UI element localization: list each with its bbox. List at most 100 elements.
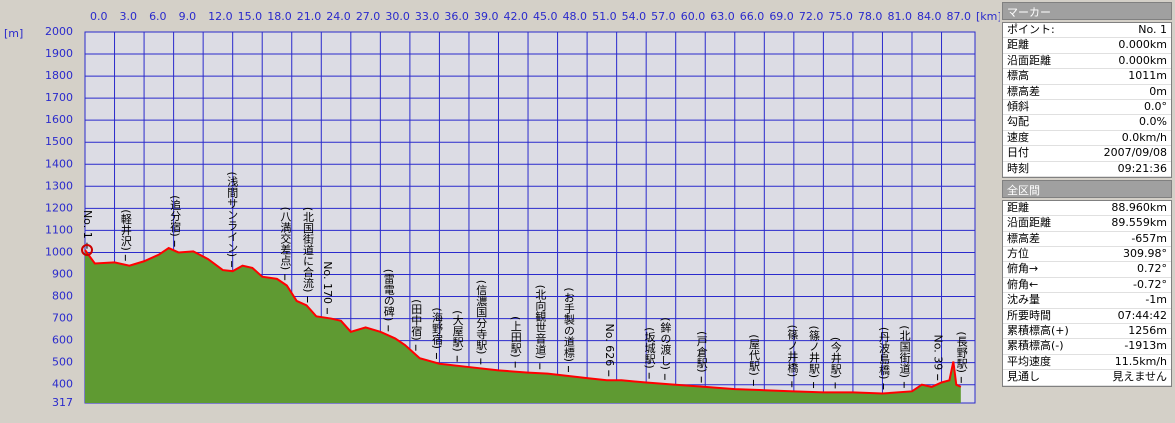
y-tick-label: 1700 <box>45 91 73 104</box>
annotation: (海野宿) <box>430 307 443 349</box>
info-value: -1m <box>1145 293 1167 307</box>
x-tick-label: 39.0 <box>474 10 499 23</box>
info-value: 309.98° <box>1123 247 1167 261</box>
profile-chart: [m] [km] 317 400 500 600 700 800 900 1000 1100 12… <box>4 10 1000 409</box>
annotation: (雷電の碑) <box>382 269 395 322</box>
info-row: 勾配 0.0% <box>1003 115 1171 131</box>
y-tick-label: 900 <box>52 267 73 280</box>
section-header: マーカー <box>1002 2 1172 20</box>
x-tick-label: 15.0 <box>238 10 263 23</box>
annotation: (篠ノ井駅) <box>808 325 821 378</box>
y-tick-label: 1300 <box>45 179 73 192</box>
x-tick-label: 6.0 <box>149 10 167 23</box>
info-value: 0.000km <box>1118 53 1167 67</box>
info-row: 平均速度 11.5km/h <box>1003 355 1171 371</box>
x-tick-label: 27.0 <box>356 10 381 23</box>
annotation: (丹波島橋) <box>877 327 890 380</box>
x-tick-label: 57.0 <box>651 10 676 23</box>
info-row: 方位 309.98° <box>1003 247 1171 263</box>
x-tick-label: 3.0 <box>120 10 138 23</box>
y-tick-label: 500 <box>52 356 73 369</box>
info-label: 方位 <box>1007 247 1029 261</box>
x-tick-label: 36.0 <box>444 10 469 23</box>
y-tick-label: 1800 <box>45 69 73 82</box>
x-tick-label: 9.0 <box>179 10 197 23</box>
annotation: (屋代駅) <box>747 334 760 376</box>
annotation: (追分宿) <box>169 195 182 237</box>
y-tick-label: 1400 <box>45 157 73 170</box>
info-label: 俯角← <box>1007 277 1039 291</box>
info-label: 見通し <box>1007 370 1040 384</box>
elevation-line <box>84 246 962 395</box>
section-header: 全区間 <box>1002 179 1172 198</box>
y-tick-label: 2000 <box>45 25 73 38</box>
annotation: (北国街道に合流) <box>302 207 315 293</box>
annotation: (今井駅) <box>829 337 842 379</box>
annotation: (篠ノ井橋) <box>786 325 799 378</box>
info-value: 0.0° <box>1144 99 1167 113</box>
elevation-area <box>85 248 961 403</box>
info-label: 距離 <box>1007 38 1029 52</box>
marker-icon <box>81 244 93 257</box>
annotation: (信濃国分寺駅) <box>475 280 488 355</box>
info-label: 標高差 <box>1007 84 1040 98</box>
info-row: 俯角← -0.72° <box>1003 277 1171 294</box>
info-row: 速度 0.0km/h <box>1003 130 1171 147</box>
y-tick-label: 600 <box>52 334 73 347</box>
annotation: No. 626 <box>603 324 616 367</box>
annotation: (北国街道) <box>898 325 911 378</box>
y-unit: [m] <box>4 27 23 40</box>
info-label: 速度 <box>1007 130 1029 144</box>
info-value: -657m <box>1131 231 1167 245</box>
info-label: 標高 <box>1007 69 1029 83</box>
info-row: 所要時間 07:44:42 <box>1003 308 1171 325</box>
annotation: (坂城駅) <box>643 327 656 369</box>
x-tick-label: 81.0 <box>887 10 912 23</box>
annotation: (上田駅) <box>509 316 522 358</box>
y-tick-label: 1100 <box>45 223 73 236</box>
info-row: 標高差 -657m <box>1003 231 1171 248</box>
x-tick-label: 33.0 <box>415 10 440 23</box>
x-tick-label: 63.0 <box>710 10 735 23</box>
annotation: (浅間サンライン) <box>226 171 239 257</box>
y-tick-label: 1200 <box>45 201 73 214</box>
info-row: 距離 0.000km <box>1003 38 1171 54</box>
annotation: No. 1 <box>81 210 94 239</box>
info-row: 標高差 0m <box>1003 85 1171 100</box>
y-tick-label: 1600 <box>45 113 73 126</box>
x-tick-label: 72.0 <box>799 10 824 23</box>
info-value: 88.960km <box>1111 200 1167 214</box>
annotation: (長野駅) <box>955 331 968 373</box>
info-label: 累積標高(+) <box>1007 324 1069 338</box>
info-row: 俯角→ 0.72° <box>1003 262 1171 278</box>
info-value: 0.000km <box>1118 38 1167 52</box>
info-label: 所要時間 <box>1007 308 1051 322</box>
info-value: 09:21:36 <box>1117 161 1167 175</box>
info-value: -1913m <box>1124 339 1167 353</box>
x-tick-label: 18.0 <box>267 10 292 23</box>
y-tick-label: 1900 <box>45 47 73 60</box>
y-tick-label: 1500 <box>45 135 73 148</box>
annotation: No. 170 <box>321 261 334 304</box>
info-row: 日付 2007/09/08 <box>1003 146 1171 162</box>
y-tick-label: 1000 <box>45 245 73 258</box>
info-label: 勾配 <box>1007 115 1029 129</box>
annotation: (お手製の道標) <box>562 287 575 362</box>
info-table: 距離 88.960km 沿面距離 89.559km 標高差 -657m 方位 309.98° 俯… <box>1002 199 1172 387</box>
info-row: 累積標高(+) 1256m <box>1003 324 1171 340</box>
x-unit: [km] <box>976 10 1000 23</box>
info-panel: マーカー ポイント: No. 1 距離 0.000km 沿面距離 0.000km 標高 1011… <box>1002 2 1172 389</box>
x-tick-label: 12.0 <box>208 10 233 23</box>
annotation: (大屋駅) <box>451 310 464 352</box>
info-row: 累積標高(-) -1913m <box>1003 339 1171 355</box>
x-tick-label: 84.0 <box>917 10 942 23</box>
info-row: 沈み量 -1m <box>1003 293 1171 309</box>
x-tick-label: 48.0 <box>563 10 588 23</box>
info-value: 0.0% <box>1139 115 1167 129</box>
annotation: (北向観世音道) <box>534 285 547 360</box>
y-tick-label: 317 <box>52 396 73 409</box>
y-tick-label: 400 <box>52 378 73 391</box>
info-value: 2007/09/08 <box>1103 146 1167 160</box>
info-value: 0.72° <box>1137 262 1167 276</box>
